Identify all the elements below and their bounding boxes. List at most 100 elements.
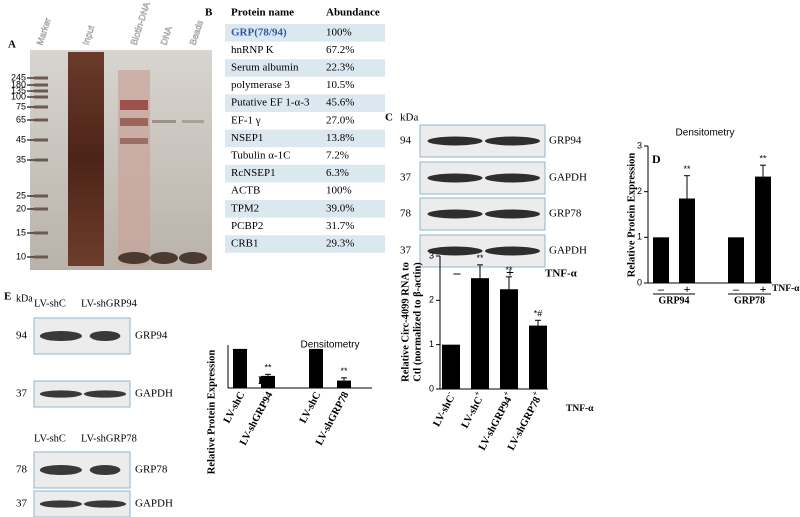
bar bbox=[679, 198, 695, 283]
table-cell: 67.2% bbox=[326, 44, 354, 56]
panel-label: B bbox=[205, 7, 213, 19]
blot-band bbox=[89, 464, 121, 476]
table-row-bg bbox=[225, 164, 385, 183]
x-tick-label: + bbox=[684, 282, 691, 296]
treatment-label: TNF-α bbox=[566, 404, 594, 414]
x-tick-label: + bbox=[760, 282, 767, 296]
y-axis-label: Relative Protein Expression bbox=[626, 153, 637, 278]
marker-label: 25 bbox=[16, 190, 26, 200]
protein-label: GRP78 bbox=[135, 464, 168, 476]
table-cell: ACTB bbox=[231, 185, 260, 197]
sign: - bbox=[444, 389, 453, 396]
blot-band bbox=[485, 209, 540, 219]
x-tick-label: – bbox=[657, 282, 665, 296]
y-axis-label: Relative Protein Expression bbox=[206, 350, 217, 475]
marker-band bbox=[34, 158, 48, 162]
significance-label: ** bbox=[340, 366, 348, 376]
sign: + bbox=[472, 389, 482, 398]
table-cell: 13.8% bbox=[326, 132, 354, 144]
bar bbox=[653, 237, 669, 283]
chart-title: Densitometry bbox=[301, 340, 360, 351]
table-cell: GRP(78/94) bbox=[231, 26, 287, 38]
marker-label: 100 bbox=[11, 91, 26, 101]
marker-label: 15 bbox=[16, 227, 26, 237]
table-cell: RcNSEP1 bbox=[231, 167, 276, 179]
treatment-label: TNF-α bbox=[545, 268, 578, 280]
protein-label: GAPDH bbox=[135, 498, 173, 510]
lane-label: DNA bbox=[159, 25, 174, 46]
kda-label: 37 bbox=[400, 172, 412, 184]
lane-label: Biotin-DNA bbox=[129, 1, 152, 46]
bar bbox=[233, 348, 247, 388]
table-cell: 100% bbox=[326, 26, 352, 38]
table-header: Abundance bbox=[326, 7, 380, 19]
blot-band bbox=[39, 390, 82, 398]
condition-label: + bbox=[506, 266, 514, 281]
table-row-bg bbox=[225, 129, 385, 148]
table-cell: 7.2% bbox=[326, 150, 349, 162]
lane-label: Marker bbox=[35, 17, 53, 47]
kda-label: 94 bbox=[16, 330, 28, 342]
y-tick-label: 1 bbox=[637, 232, 642, 242]
table-cell: 6.3% bbox=[326, 167, 349, 179]
marker-band bbox=[34, 105, 48, 109]
panel-label: D bbox=[652, 152, 661, 166]
kda-label: 37 bbox=[400, 245, 412, 257]
marker-band bbox=[34, 255, 48, 259]
y-tick-label: 3 bbox=[429, 250, 434, 260]
marker-label: 245 bbox=[11, 72, 26, 82]
table-row-bg bbox=[225, 200, 385, 218]
x-tick-label: – bbox=[732, 282, 740, 296]
group-label: GRP94 bbox=[658, 295, 689, 306]
y-axis-label: Ctl (normalized to β-actin) bbox=[412, 262, 423, 382]
significance-label: ** bbox=[505, 265, 513, 275]
unit-label: kDa bbox=[16, 293, 33, 304]
kda-label: 37 bbox=[16, 498, 28, 510]
bar bbox=[755, 176, 771, 283]
marker-band bbox=[34, 83, 48, 87]
category-name: LV-shC bbox=[460, 395, 486, 430]
table-cell: Tubulin α-1C bbox=[231, 150, 290, 162]
y-axis-label: Relative Circ-4099 RNA to bbox=[400, 262, 411, 382]
significance-label: ** bbox=[476, 253, 484, 263]
y-tick-label: 1 bbox=[429, 339, 434, 349]
x-tick-label: LV-shC- bbox=[428, 389, 459, 429]
marker-label: 10 bbox=[16, 251, 26, 261]
condition-label: LV-shGRP78 bbox=[81, 433, 137, 444]
y-tick-label: 2 bbox=[637, 186, 642, 196]
condition-label: LV-shGRP94 bbox=[81, 298, 138, 309]
table-cell: 100% bbox=[326, 185, 352, 197]
protein-label: GAPDH bbox=[549, 245, 587, 257]
blot-band bbox=[89, 330, 121, 342]
bar bbox=[337, 380, 351, 388]
y-tick-label: 0 bbox=[637, 277, 642, 287]
group-label: GRP78 bbox=[734, 295, 765, 306]
table-cell: Putative EF 1-α-3 bbox=[231, 97, 310, 109]
kda-label: 78 bbox=[400, 208, 412, 220]
marker-label: 180 bbox=[11, 79, 26, 89]
marker-label: 65 bbox=[16, 114, 26, 124]
sign: + bbox=[501, 389, 511, 398]
blot-band bbox=[427, 173, 483, 183]
condition-label: LV-shC bbox=[34, 298, 66, 309]
blot-band bbox=[83, 390, 127, 398]
table-row-bg bbox=[225, 235, 385, 253]
lane-label: Input bbox=[81, 24, 97, 47]
bar bbox=[728, 237, 744, 283]
significance-label: ** bbox=[683, 164, 691, 174]
table-cell: 29.3% bbox=[326, 238, 354, 250]
marker-label: 35 bbox=[16, 154, 26, 164]
gel-image bbox=[30, 50, 212, 270]
protein-label: GRP78 bbox=[549, 208, 582, 220]
blot-band bbox=[427, 136, 483, 146]
bar bbox=[471, 278, 489, 389]
category-name: LV-shC bbox=[432, 394, 458, 429]
blot-band bbox=[485, 173, 540, 183]
blot-band bbox=[83, 500, 127, 508]
marker-label: 20 bbox=[16, 203, 26, 213]
table-cell: EF-1 γ bbox=[231, 114, 261, 126]
category-name: LV-shC bbox=[222, 390, 248, 425]
marker-band bbox=[34, 194, 48, 198]
table-cell: TPM2 bbox=[231, 202, 259, 214]
